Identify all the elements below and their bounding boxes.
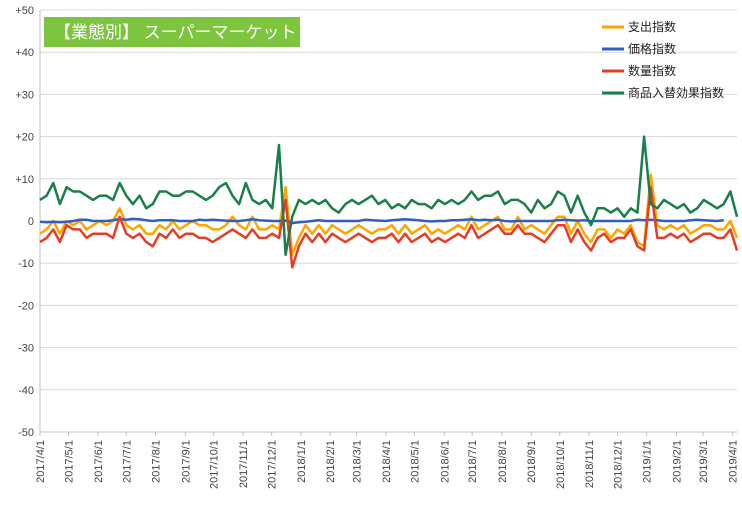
x-tick-label: 2018/10/1 <box>555 440 567 489</box>
chart-title: 【業態別】 スーパーマーケット <box>54 23 297 42</box>
x-tick-label: 2018/8/1 <box>497 440 509 483</box>
series-line-3 <box>39 135 739 257</box>
y-tick-label: +20 <box>15 132 34 144</box>
x-tick-label: 2019/4/1 <box>727 440 739 483</box>
series-line-0 <box>39 173 739 257</box>
y-tick-label: +10 <box>15 174 34 186</box>
y-tick-label: -50 <box>18 427 34 439</box>
x-tick-label: 2017/8/1 <box>151 440 163 483</box>
x-tick-label: 2017/9/1 <box>180 440 192 483</box>
x-tick-label: 2017/11/1 <box>238 440 250 488</box>
x-tick-label: 2019/3/1 <box>698 440 710 483</box>
x-tick-label: 2018/5/1 <box>409 440 421 483</box>
y-tick-label: -30 <box>18 343 34 355</box>
y-tick-label: 0 <box>28 216 34 228</box>
x-tick-label: 2018/1/1 <box>296 440 308 483</box>
x-tick-label: 2017/10/1 <box>208 440 220 489</box>
series-lines <box>39 135 739 269</box>
series-line-2 <box>39 185 739 269</box>
y-tick-label: -40 <box>18 385 34 397</box>
x-tick-label: 2017/4/1 <box>35 440 47 483</box>
x-tick-label: 2018/6/1 <box>439 440 451 483</box>
x-tick-label: 2018/11/1 <box>584 440 596 488</box>
y-tick-label: -10 <box>18 258 34 270</box>
legend-label-2: 数量指数 <box>628 63 676 78</box>
title-box: 【業態別】 スーパーマーケット <box>44 17 300 47</box>
y-tick-label: -20 <box>18 300 34 312</box>
legend-label-0: 支出指数 <box>628 19 676 34</box>
x-tick-label: 2018/7/1 <box>467 440 479 483</box>
x-tick-label: 2017/6/1 <box>93 440 105 483</box>
x-tick-label: 2018/12/1 <box>613 440 625 489</box>
x-tick-label: 2017/7/1 <box>121 440 133 483</box>
title-background <box>44 17 300 47</box>
y-tick-label: +40 <box>15 47 34 59</box>
x-tick-label: 2019/1/1 <box>642 440 654 483</box>
legend-label-1: 価格指数 <box>628 41 676 56</box>
y-tick-label: +30 <box>15 89 34 101</box>
y-tick-label: +50 <box>15 5 34 17</box>
x-tick-label: 2018/2/1 <box>325 440 337 483</box>
x-tick-label: 2019/2/1 <box>672 440 684 483</box>
legend-label-3: 商品入替効果指数 <box>628 85 724 100</box>
x-tick-label: 2018/9/1 <box>526 440 538 483</box>
x-tick-label: 2017/12/1 <box>267 440 279 489</box>
series-line-1 <box>39 217 724 225</box>
x-tick-label: 2017/5/1 <box>64 440 76 483</box>
x-tick-label: 2018/3/1 <box>352 440 364 483</box>
x-tick-label: 2018/4/1 <box>381 440 393 483</box>
